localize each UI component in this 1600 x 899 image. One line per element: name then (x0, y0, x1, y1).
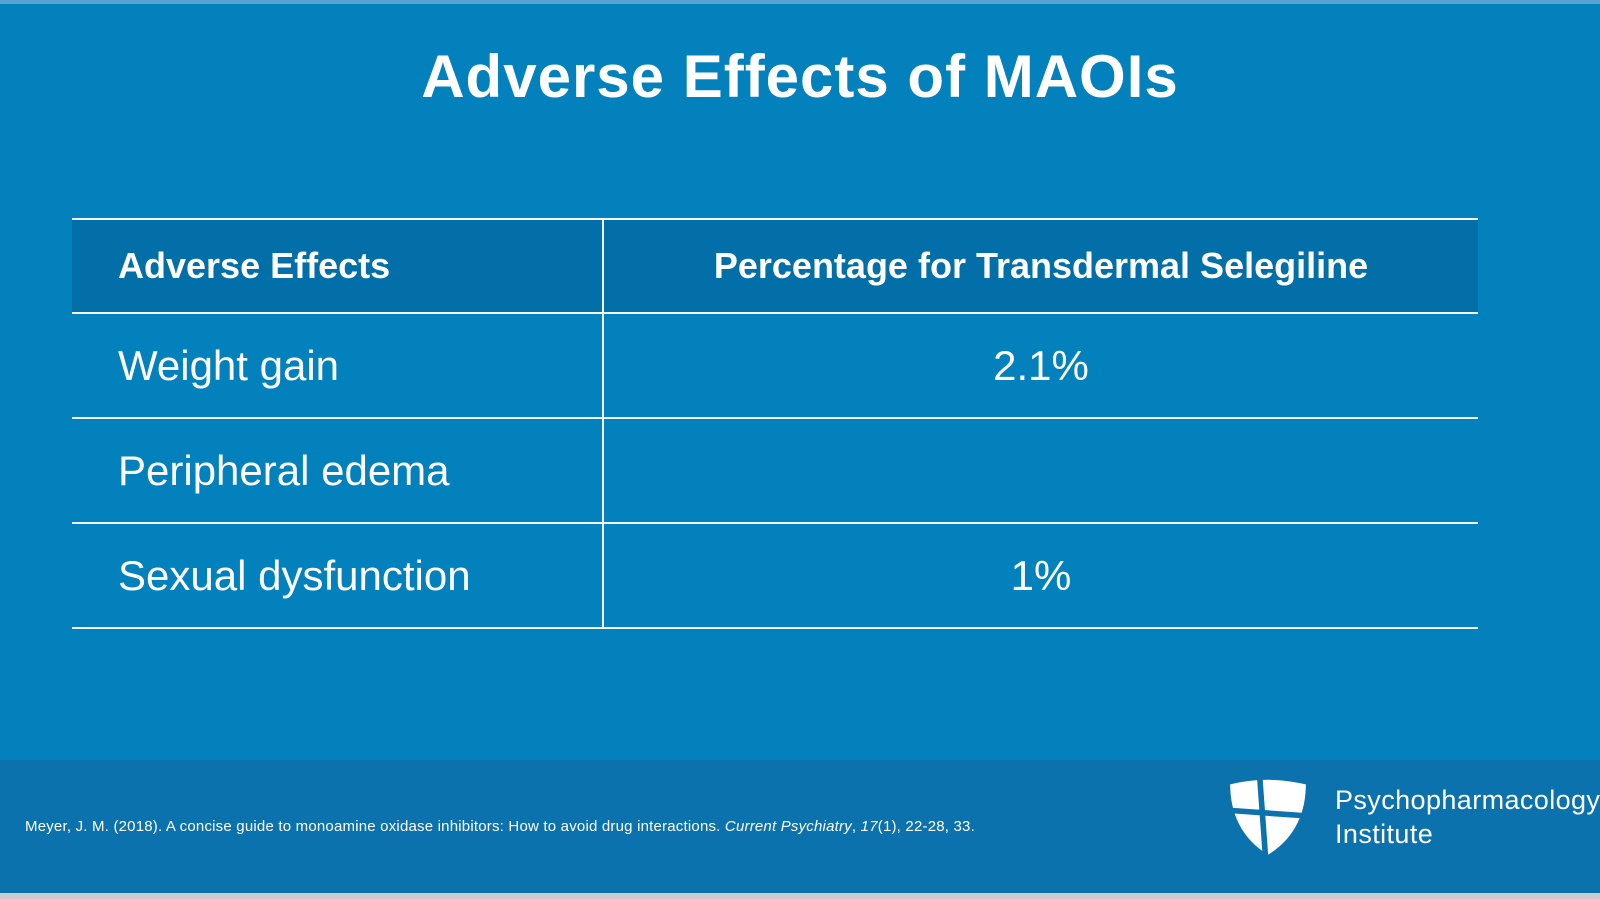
cell-percentage-peripheral-edema (604, 419, 1478, 522)
table-row: Peripheral edema (72, 417, 1478, 522)
table-row: Sexual dysfunction 1% (72, 522, 1478, 629)
shield-cross-icon (1225, 778, 1311, 856)
bottom-edge-strip (0, 893, 1600, 899)
citation: Meyer, J. M. (2018). A concise guide to … (25, 818, 975, 835)
column-header-adverse-effects: Adverse Effects (72, 220, 604, 312)
footer-band: Meyer, J. M. (2018). A concise guide to … (0, 760, 1600, 893)
logo-text-line2: Institute (1335, 819, 1434, 849)
cell-percentage-weight-gain: 2.1% (993, 341, 1089, 389)
cell-effect-sexual-dysfunction: Sexual dysfunction (72, 524, 604, 627)
top-edge-strip (0, 0, 1600, 4)
institute-logo: Psychopharmacology Institute (1225, 776, 1600, 858)
column-header-percentage: Percentage for Transdermal Selegiline (713, 245, 1369, 286)
citation-text: Meyer, J. M. (2018). A concise guide to … (25, 818, 725, 835)
table-header-row: Adverse Effects Percentage for Transderm… (72, 218, 1478, 312)
adverse-effects-table: Adverse Effects Percentage for Transderm… (72, 218, 1478, 629)
citation-journal: Current Psychiatry (724, 818, 852, 835)
institute-logo-text: Psychopharmacology Institute (1335, 783, 1600, 851)
cell-percentage-sexual-dysfunction: 1% (1010, 551, 1072, 599)
citation-separator: , (851, 818, 861, 835)
cell-effect-weight-gain: Weight gain (72, 314, 604, 417)
citation-pages: (1), 22-28, 33. (877, 818, 975, 835)
table-row: Weight gain 2.1% (72, 312, 1478, 417)
citation-volume: 17 (860, 818, 878, 835)
logo-text-line1: Psychopharmacology (1335, 785, 1600, 815)
slide-title: Adverse Effects of MAOIs (421, 43, 1179, 110)
cell-effect-peripheral-edema: Peripheral edema (72, 419, 604, 522)
